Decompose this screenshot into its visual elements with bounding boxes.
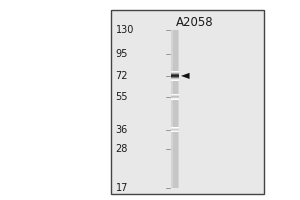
Bar: [172, 130, 179, 131]
Polygon shape: [181, 73, 190, 79]
Bar: [172, 99, 179, 100]
Bar: [172, 80, 179, 81]
Bar: [172, 128, 179, 129]
Bar: [172, 94, 179, 95]
Bar: [172, 97, 179, 98]
Bar: [172, 77, 179, 78]
Bar: [172, 98, 179, 99]
Bar: [172, 71, 179, 72]
Text: A2058: A2058: [176, 16, 214, 29]
Text: 72: 72: [116, 71, 128, 81]
Text: 36: 36: [116, 125, 128, 135]
Bar: [172, 76, 179, 77]
Bar: [171, 30, 179, 188]
Bar: [172, 95, 179, 96]
Text: 95: 95: [116, 49, 128, 59]
Bar: [172, 96, 179, 97]
Bar: [172, 97, 179, 98]
Text: 130: 130: [116, 25, 134, 35]
Bar: [172, 99, 179, 100]
Bar: [172, 129, 179, 130]
Bar: [172, 131, 179, 132]
Bar: [111, 10, 264, 194]
Bar: [172, 79, 179, 80]
Bar: [173, 30, 178, 188]
Text: 55: 55: [116, 92, 128, 102]
Bar: [172, 127, 179, 128]
Bar: [172, 74, 179, 75]
Bar: [172, 96, 179, 97]
Text: 17: 17: [116, 183, 128, 193]
Bar: [172, 73, 179, 74]
Bar: [172, 94, 179, 95]
Text: 28: 28: [116, 144, 128, 154]
Bar: [172, 78, 179, 79]
Bar: [172, 75, 179, 76]
Bar: [172, 72, 179, 73]
